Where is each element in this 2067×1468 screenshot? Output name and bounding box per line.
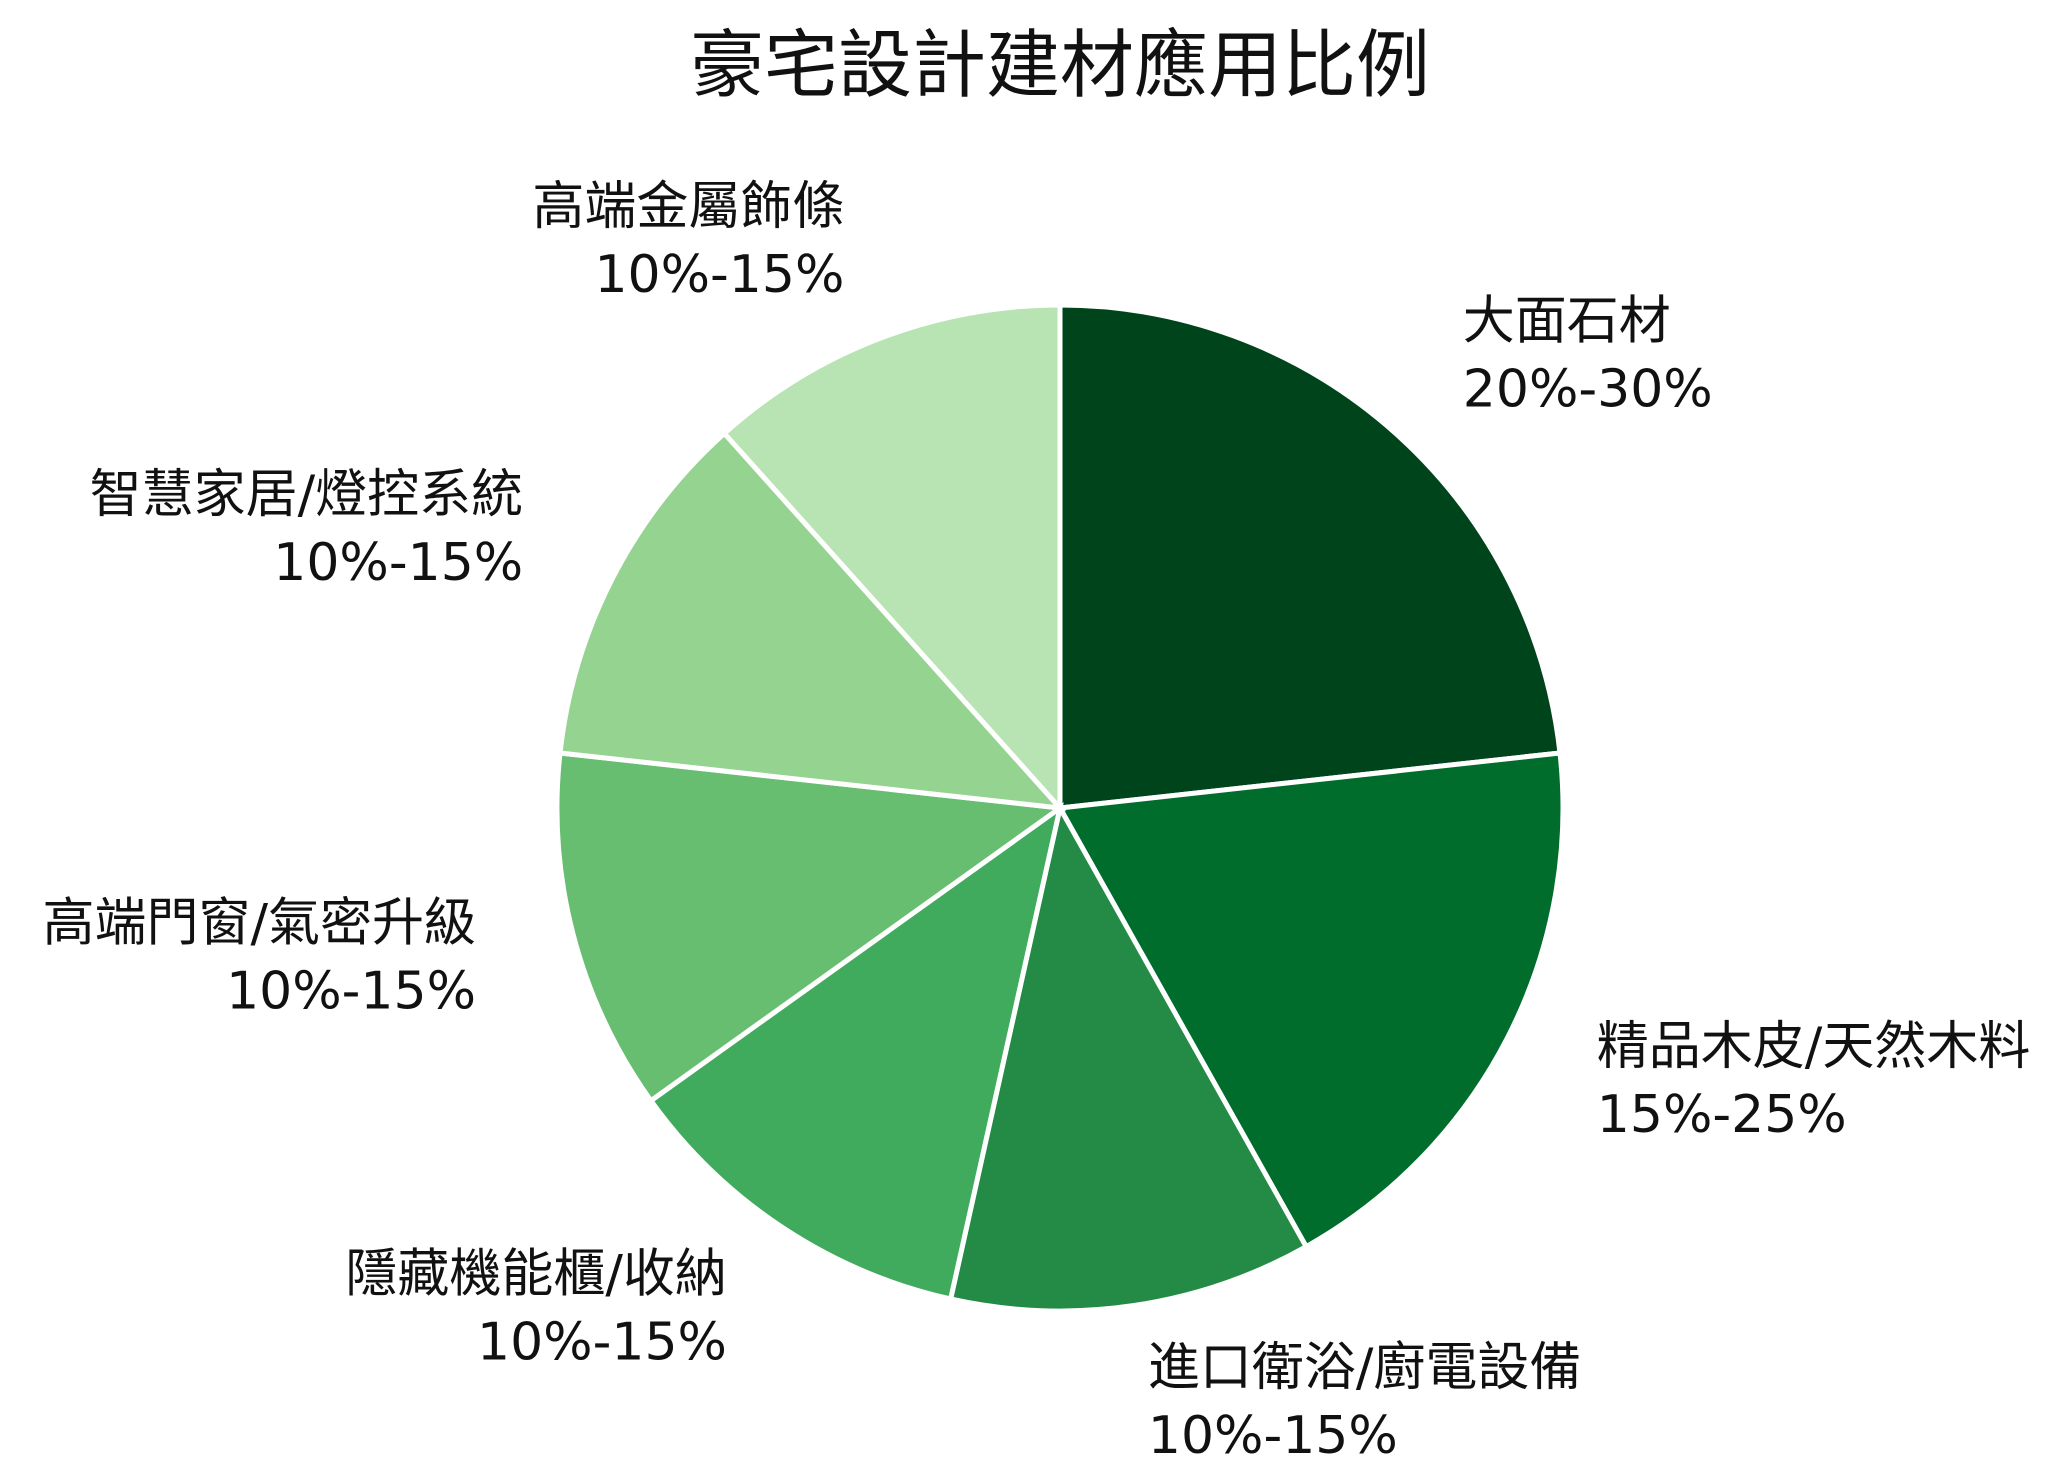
slice-value-label: 10%-15% xyxy=(226,962,476,1022)
slice-value-label: 10%-15% xyxy=(594,245,844,305)
slice-label: 精品木皮/天然木料 xyxy=(1597,1017,2031,1077)
slice-value-label: 10%-15% xyxy=(1148,1406,1398,1466)
pie-slice xyxy=(647,802,1064,1302)
chart-title: 豪宅設計建材應用比例 xyxy=(690,23,1430,109)
slice-label: 高端門窗/氣密升級 xyxy=(42,894,476,954)
slice-value-label: 20%-30% xyxy=(1463,359,1713,419)
pie-slice xyxy=(720,302,1063,815)
slice-value-label: 15%-25% xyxy=(1597,1085,1847,1145)
pie-slice xyxy=(947,801,1310,1314)
slice-value-label: 10%-15% xyxy=(477,1312,727,1372)
pie-slice xyxy=(1055,750,1566,1251)
pie-slice xyxy=(1057,302,1563,811)
slice-label: 大面石材 xyxy=(1463,291,1671,351)
slice-label: 高端金屬飾條 xyxy=(532,177,844,237)
pie-slice xyxy=(557,429,1067,812)
pie-slice xyxy=(554,750,1067,1105)
slice-value-label: 10%-15% xyxy=(273,533,523,593)
slice-label: 智慧家居/燈控系統 xyxy=(90,465,524,525)
slice-label: 進口衛浴/廚電設備 xyxy=(1148,1338,1582,1398)
slice-label: 隱藏機能櫃/收納 xyxy=(345,1244,727,1304)
